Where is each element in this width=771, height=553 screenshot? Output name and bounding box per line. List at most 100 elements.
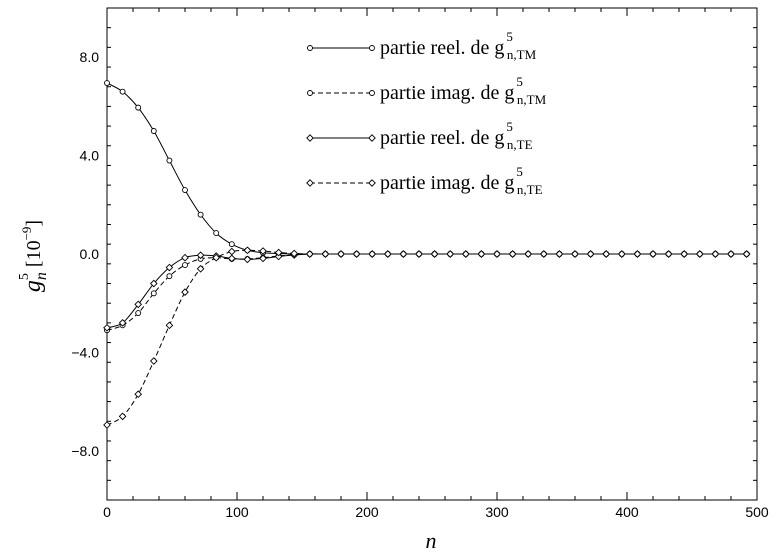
- y-tick-label: 8.0: [80, 49, 100, 65]
- legend-label-text: partie imag. de g: [380, 82, 514, 104]
- data-point: [539, 250, 548, 258]
- data-point: [118, 412, 127, 421]
- data-point: [695, 250, 704, 258]
- data-point: [555, 250, 564, 258]
- data-point: [166, 157, 173, 164]
- data-point: [212, 253, 221, 262]
- data-point: [150, 290, 157, 297]
- data-point: [227, 247, 236, 256]
- data-point: [477, 250, 486, 258]
- data-point: [149, 357, 158, 365]
- data-point: [259, 254, 267, 263]
- data-point: [181, 253, 189, 262]
- legend-label-sup: 5: [506, 29, 513, 44]
- y-axis-subscript: n: [33, 272, 50, 280]
- data-point: [243, 255, 252, 264]
- series-3: [103, 250, 751, 332]
- series-line: [106, 82, 747, 255]
- series-1: [104, 80, 750, 257]
- data-point: [165, 321, 174, 330]
- y-tick-label: −4.0: [71, 344, 99, 360]
- data-point: [274, 248, 283, 257]
- data-point: [742, 250, 751, 258]
- data-point: [649, 250, 657, 258]
- data-point: [664, 250, 673, 258]
- x-tick-label: 200: [355, 504, 379, 520]
- data-point: [165, 263, 174, 272]
- data-point: [103, 323, 111, 332]
- legend-marker: [368, 134, 376, 142]
- data-point: [399, 250, 408, 258]
- data-point: [633, 250, 642, 258]
- plot-area: [103, 7, 758, 501]
- legend-entry-4: partie imag. de g5 n,TE: [306, 164, 543, 197]
- data-point: [150, 128, 157, 134]
- plot-frame: [106, 7, 758, 501]
- legend-label-sup: 5: [516, 164, 523, 179]
- data-point: [493, 250, 501, 258]
- data-point: [352, 250, 361, 258]
- data-point: [134, 390, 143, 399]
- legend-marker: [307, 45, 313, 51]
- x-tick-label: 400: [615, 504, 639, 520]
- x-axis-title: n: [426, 528, 437, 553]
- series-line: [106, 253, 747, 329]
- legend-marker: [368, 179, 376, 187]
- data-point: [337, 250, 345, 258]
- legend-label-text: partie reel. de g: [380, 37, 504, 59]
- data-point: [196, 251, 205, 260]
- data-point: [213, 230, 220, 237]
- data-point: [571, 250, 579, 258]
- legend-label-sup: 5: [516, 74, 523, 89]
- legend-marker: [369, 90, 375, 96]
- y-tick-label: 0.0: [80, 246, 100, 262]
- legend-label-sub: n,TE: [507, 137, 533, 152]
- data-point: [182, 262, 188, 269]
- data-point: [196, 264, 205, 273]
- legend-label: partie imag. de g5 n,TE: [380, 164, 543, 197]
- data-point: [227, 254, 236, 263]
- data-point: [135, 104, 142, 111]
- x-tick-label: 300: [485, 504, 509, 520]
- data-point: [166, 273, 173, 280]
- data-point: [305, 250, 314, 258]
- legend-marker: [369, 45, 375, 51]
- axis-ticks: [106, 7, 758, 501]
- series-2: [104, 251, 750, 334]
- legend-label-sub: n,TM: [517, 92, 547, 107]
- series-line: [106, 253, 747, 331]
- data-point: [290, 249, 299, 258]
- data-point: [197, 211, 204, 218]
- legend-label-sub: n,TM: [507, 47, 537, 62]
- x-tick-label: 0: [103, 504, 111, 520]
- legend-entry-2: partie imag. de g5 n,TM: [307, 74, 547, 107]
- data-point: [274, 252, 283, 261]
- x-tick-label: 500: [745, 504, 769, 520]
- data-point: [383, 250, 392, 258]
- data-point: [680, 250, 689, 258]
- data-point: [243, 246, 252, 255]
- data-point: [727, 250, 735, 258]
- data-point: [181, 288, 189, 296]
- y-axis-base: g: [20, 280, 46, 292]
- data-point: [586, 250, 595, 258]
- data-point: [104, 80, 110, 86]
- tick-labels: 0 100 200 300 400 500 −8.0 −4.0 0.0 4.0 8.0: [71, 49, 769, 520]
- legend-marker: [306, 134, 314, 142]
- data-point: [602, 250, 611, 258]
- data-point: [446, 250, 455, 258]
- data-point: [228, 241, 235, 248]
- y-axis-superscript: 5: [17, 273, 32, 280]
- legend-label-sup: 5: [506, 119, 513, 134]
- data-point: [711, 250, 720, 258]
- y-axis-unit-close: ]: [23, 220, 45, 227]
- y-axis-title: gn5 [10−9]: [17, 220, 50, 292]
- data-point: [182, 187, 188, 193]
- data-point: [134, 300, 143, 309]
- data-point: [524, 250, 533, 258]
- legend-label-text: partie reel. de g: [380, 127, 504, 149]
- data-point: [415, 250, 423, 258]
- y-axis-unit-exp: −9: [19, 227, 34, 241]
